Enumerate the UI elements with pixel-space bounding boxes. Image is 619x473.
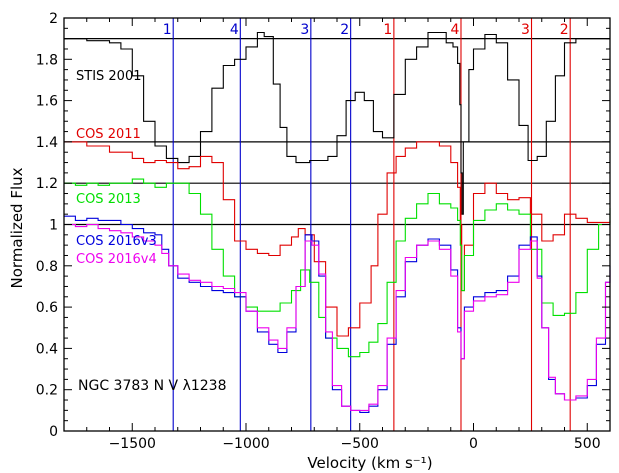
velocity-marker-label-7: 2: [560, 22, 569, 38]
y-tick-label-10: 2: [49, 11, 58, 27]
y-tick-label-8: 1.6: [36, 94, 58, 110]
velocity-marker-label-2: 3: [300, 22, 309, 38]
x-tick-label-2: −500: [341, 436, 379, 452]
y-tick-label-4: 0.8: [36, 259, 58, 275]
y-tick-label-5: 1: [49, 218, 58, 234]
y-tick-label-1: 0.2: [36, 383, 58, 399]
series-line-0: [64, 31, 610, 215]
series-line-1: [64, 141, 611, 337]
legend-entry-2: COS 2013: [76, 192, 141, 207]
y-tick-label-0: 0: [49, 424, 58, 440]
legend-entry-1: COS 2011: [76, 127, 141, 142]
x-tick-label-4: 500: [574, 436, 601, 452]
y-tick-label-2: 0.4: [36, 341, 58, 357]
y-axis-title: Normalized Flux: [8, 167, 26, 288]
velocity-marker-label-3: 2: [340, 22, 349, 38]
y-tick-label-6: 1.2: [36, 176, 58, 192]
y-tick-label-9: 1.8: [36, 52, 58, 68]
x-tick-label-3: 0: [469, 436, 478, 452]
axis-ticks: −1500 −1000 −500 0 500 0 0.2 0.4 0.6 0.8 1 1.2 1.4 1.…: [36, 11, 611, 452]
legend-entry-0: STIS 2001: [76, 69, 142, 84]
y-tick-label-3: 0.6: [36, 300, 58, 316]
y-tick-label-7: 1.4: [36, 135, 58, 151]
velocity-marker-label-1: 4: [230, 22, 239, 38]
series-line-4: [64, 223, 611, 411]
legend: STIS 2001 COS 2011 COS 2013 COS 2016v3 COS 2…: [76, 69, 157, 267]
velocity-marker-label-4: 1: [383, 22, 392, 38]
chart-annotation: NGC 3783 N V λ1238: [78, 378, 227, 394]
velocity-marker-label-5: 4: [451, 22, 460, 38]
velocity-marker-label-6: 3: [521, 22, 530, 38]
x-tick-label-1: −1000: [222, 436, 269, 452]
series-line-2: [64, 178, 611, 358]
series-layer: [64, 31, 611, 413]
legend-entry-3: COS 2016v3: [76, 234, 157, 249]
x-axis-title: Velocity (km s⁻¹): [307, 454, 432, 472]
velocity-marker-label-0: 1: [163, 22, 172, 38]
legend-entry-4: COS 2016v4: [76, 252, 157, 267]
x-tick-label-0: −1500: [109, 436, 156, 452]
